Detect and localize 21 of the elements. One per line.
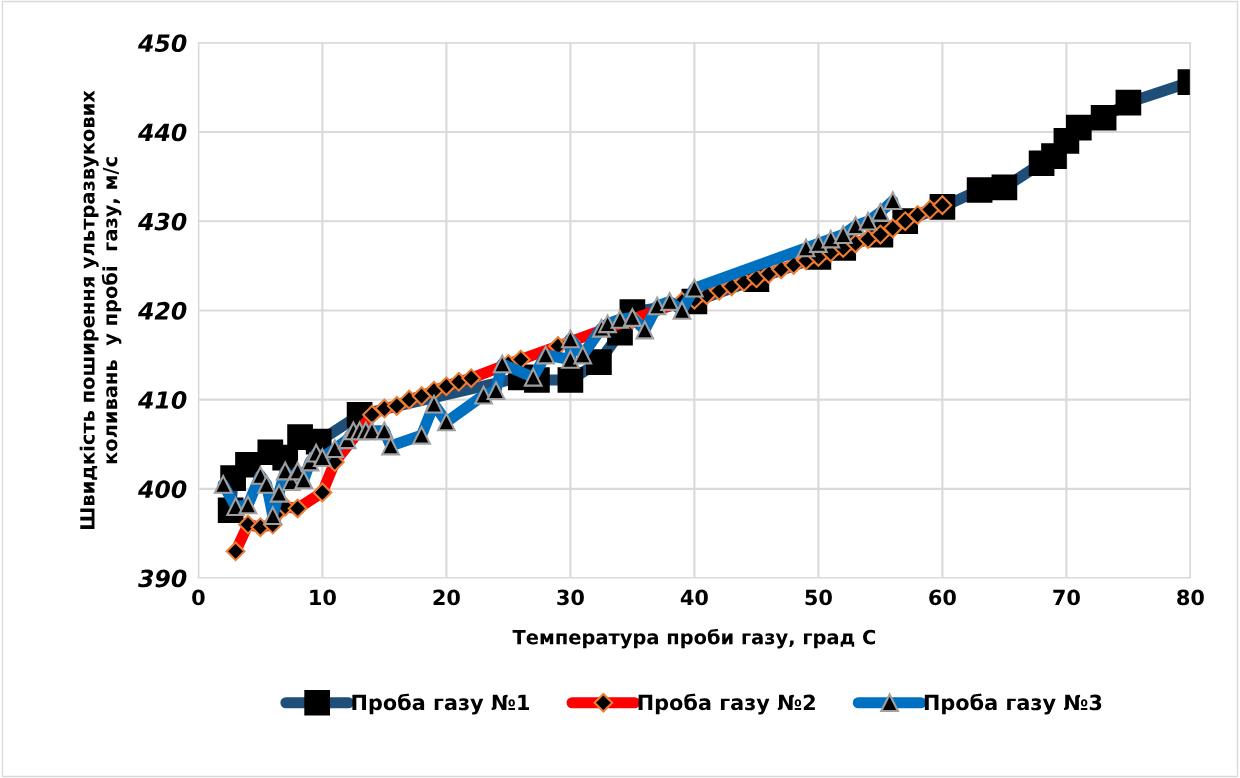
legend-label: Проба газу №2 [638, 693, 815, 715]
y-tick-label: 440 [137, 123, 187, 142]
legend-label: Проба газу №1 [352, 693, 530, 715]
y-tick-label: 420 [137, 301, 187, 320]
x-tick-label: 20 [433, 589, 460, 606]
x-tick-label: 70 [1053, 589, 1080, 606]
x-tick-label: 80 [1177, 589, 1204, 606]
x-axis-title: Температура проби газу, град С [512, 628, 876, 649]
y-tick-label: 410 [137, 391, 187, 409]
y-tick-label: 400 [137, 480, 187, 499]
x-tick-label: 50 [805, 589, 832, 606]
y-axis-title: Швидкість поширення ультразвукових коливань у пробі газу, м/с [79, 90, 122, 529]
x-tick-label: 0 [192, 589, 205, 606]
x-tick-label: 40 [680, 589, 708, 606]
x-tick-label: 10 [310, 589, 336, 606]
y-tick-label: 390 [138, 569, 187, 588]
y-tick-label: 430 [137, 212, 187, 231]
x-tick-label: 30 [557, 589, 584, 606]
x-tick-label: 60 [929, 589, 956, 606]
y-tick-label: 450 [137, 34, 187, 53]
legend-label: Проба газу №3 [924, 693, 1102, 715]
